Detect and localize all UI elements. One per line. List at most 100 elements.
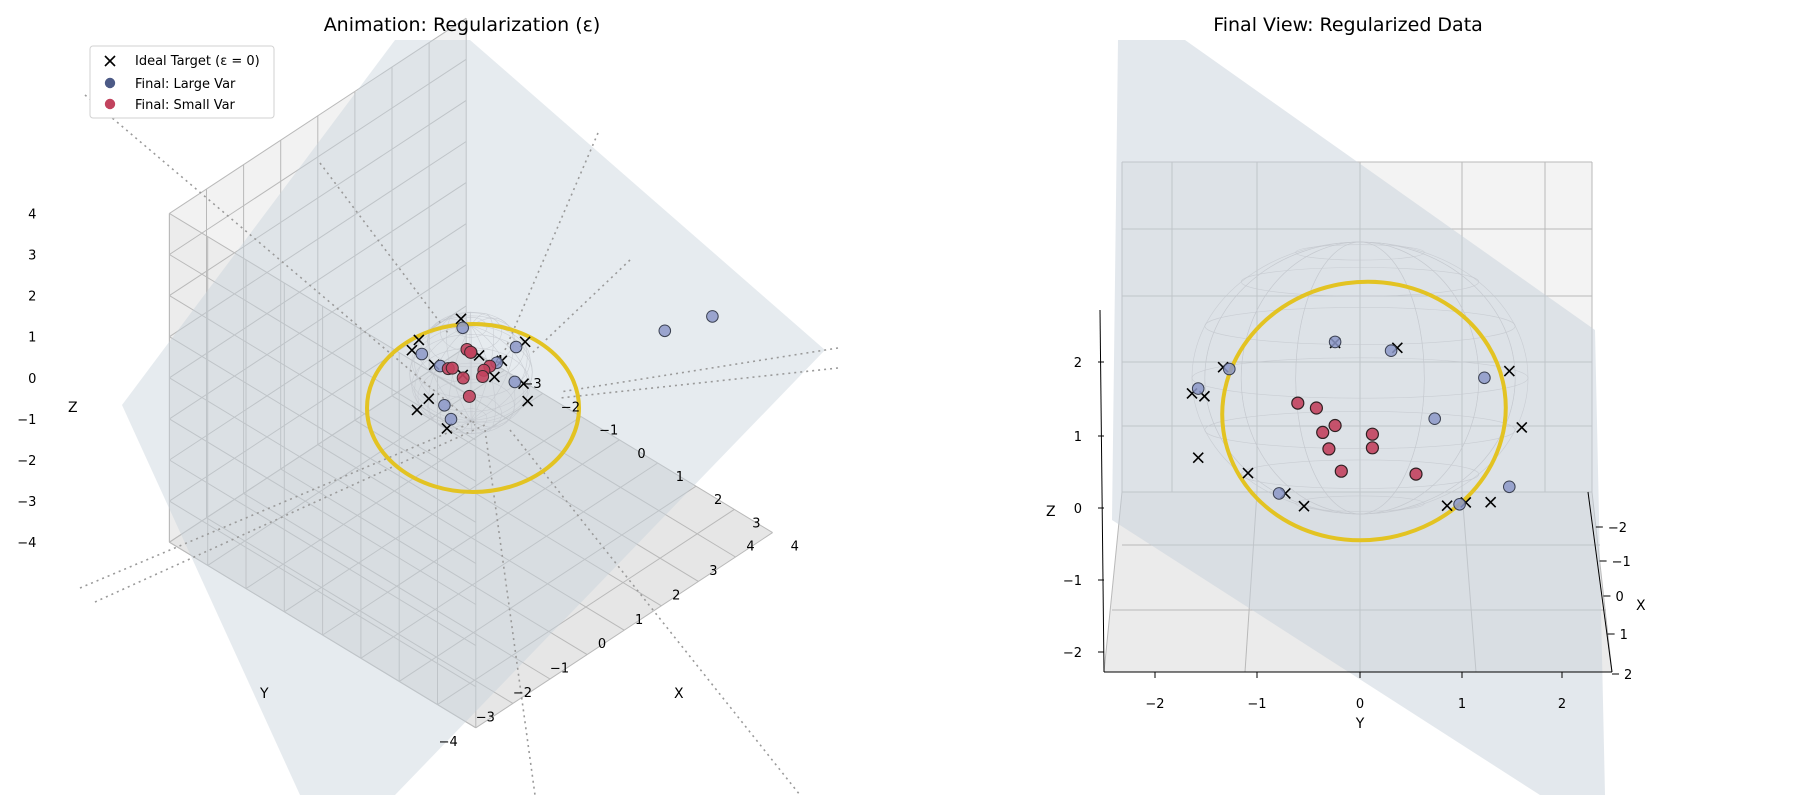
legend-frame: [89, 45, 275, 119]
small-var-point: [1365, 441, 1380, 455]
titles: Animation: Regularization (ε) Final View…: [324, 14, 1483, 36]
large-var-point: [1328, 335, 1342, 349]
y-tick-label: 3: [709, 564, 717, 579]
y-tick-label: −4: [439, 735, 458, 750]
wireframe-sphere: [1191, 241, 1529, 515]
ideal-target-marker: [522, 395, 534, 407]
large-var-point: [1453, 498, 1466, 511]
ideal-target-marker: [411, 404, 423, 416]
x-tick-label: −2: [561, 400, 580, 415]
y-tick-label: −3: [476, 710, 495, 725]
y-axis-label: Y: [259, 686, 269, 702]
panel-final-view: −2 −1 0 1 2 −2 −1 0 1 2 −2 −1 0 1 2 Y Z X: [1046, 40, 1646, 795]
small-var-point: [1365, 427, 1380, 441]
large-var-point: [438, 399, 451, 412]
z-tick-label: −2: [1063, 646, 1082, 661]
large-var-point: [509, 340, 523, 354]
z-tick-label: 3: [28, 249, 36, 264]
large-var-point: [1384, 344, 1398, 358]
x-tick-label: 2: [714, 493, 722, 508]
small-var-point: [456, 371, 470, 385]
z-axis-label: Z: [68, 400, 78, 416]
z-tick-label: −1: [17, 413, 36, 428]
small-var-point: [1328, 418, 1342, 433]
large-var-point: [415, 347, 429, 361]
x-tick-label: 0: [637, 447, 645, 462]
z-tick-label: −3: [17, 495, 36, 510]
z-tick-label: 4: [28, 207, 36, 222]
z-tick-label: 1: [28, 331, 36, 346]
large-var-point: [658, 324, 672, 338]
y-tick-label: −1: [1247, 697, 1266, 712]
axis-ticks: −2 −1 0 1 2 −2 −1 0 1 2 −2 −1 0 1 2: [1063, 356, 1632, 712]
ideal-target-marker: [1516, 421, 1528, 434]
y-tick-label: 1: [635, 613, 643, 628]
chart-title-left: Animation: Regularization (ε): [324, 14, 601, 36]
z-tick-label: 0: [28, 372, 36, 387]
z-tick-label: −4: [17, 536, 36, 551]
y-tick-label: −1: [550, 662, 569, 677]
panel-animation: −4−3−2−10123443210−1−2−3−4−4−3−2−101234Z…: [17, 17, 839, 796]
legend-label-small-var: Final: Small Var: [135, 98, 236, 113]
large-var-point: [508, 375, 522, 389]
target-ring: [1220, 279, 1508, 543]
ideal-target-marker: [1503, 365, 1515, 377]
ideal-target-marker: [1192, 452, 1204, 464]
large-var-point: [456, 321, 470, 335]
legend-marker-large-var: [104, 77, 116, 89]
y-tick-label: 2: [1558, 697, 1566, 712]
y-tick-label: −2: [513, 686, 532, 701]
z-axis-label: Z: [1046, 504, 1056, 520]
legend-marker-ideal-target: [104, 55, 116, 67]
ideal-target-marker: [1242, 467, 1254, 479]
ideal-target-marker: [413, 334, 425, 346]
y-tick-label: 0: [1356, 697, 1364, 712]
ideal-target-marker: [488, 371, 500, 383]
legend: Ideal Target (ε = 0) Final: Large Var Fi…: [89, 45, 275, 119]
small-var-point: [445, 361, 459, 375]
z-tick-label: −2: [17, 454, 36, 469]
legend-label-large-var: Final: Large Var: [135, 77, 236, 92]
y-tick-label: 2: [672, 588, 680, 603]
large-var-point: [444, 412, 458, 426]
x-tick-label: 1: [676, 470, 684, 485]
x-tick-label: 0: [1615, 590, 1623, 605]
target-ring: [365, 322, 581, 494]
y-tick-label: 1: [1458, 697, 1466, 712]
small-var-point: [464, 345, 478, 359]
x-tick-label: −2: [1608, 521, 1627, 536]
y-tick-label: −2: [1145, 697, 1164, 712]
large-var-point: [706, 310, 719, 323]
small-var-point: [1291, 396, 1305, 410]
ideal-target-marker: [1441, 500, 1453, 512]
regularization-plane: [1112, 40, 1605, 795]
small-var-point: [1409, 467, 1423, 481]
points: [406, 310, 719, 434]
ideal-target-marker: [406, 344, 418, 356]
ideal-target-marker: [1485, 496, 1497, 508]
small-var-point: [1322, 442, 1336, 456]
large-var-point: [1428, 412, 1441, 426]
z-tick-label: 2: [28, 290, 36, 305]
x-tick-label: 2: [1624, 668, 1632, 683]
chart-title-right: Final View: Regularized Data: [1213, 14, 1483, 36]
large-var-point: [1478, 371, 1491, 385]
z-tick-label: 1: [1074, 430, 1082, 445]
x-axis-label: X: [674, 686, 684, 702]
small-var-point: [462, 389, 476, 403]
small-var-point: [1334, 464, 1348, 478]
x-tick-label: −1: [1612, 555, 1631, 570]
large-var-point: [1503, 480, 1516, 494]
small-var-point: [1309, 401, 1324, 415]
y-tick-label: 4: [746, 540, 754, 555]
x-tick-label: 4: [791, 540, 799, 555]
z-tick-label: 0: [1074, 502, 1082, 517]
ideal-target-marker: [1298, 500, 1310, 512]
small-var-point: [1316, 425, 1330, 439]
z-tick-label: −1: [1063, 574, 1082, 589]
x-axis-label: X: [1636, 598, 1646, 614]
points: [1186, 335, 1528, 512]
legend-marker-small-var: [104, 98, 116, 110]
